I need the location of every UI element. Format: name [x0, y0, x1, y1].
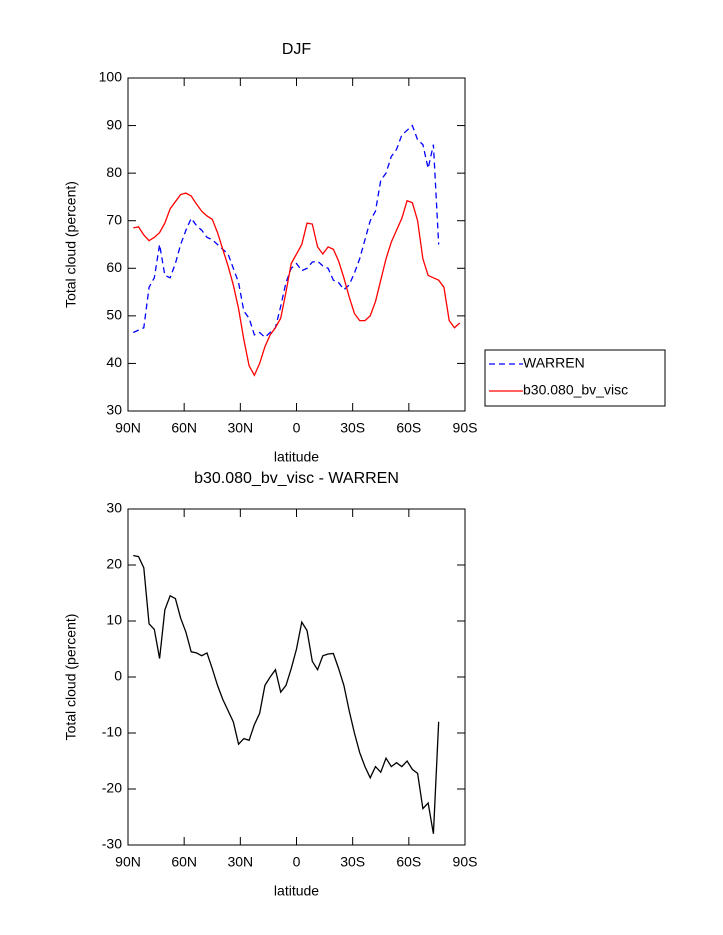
x-tick-label: 60N — [171, 420, 197, 436]
y-tick-label: -10 — [102, 724, 122, 740]
y-tick-label: 20 — [106, 556, 122, 572]
x-tick-label: 30N — [227, 420, 253, 436]
y-tick-label: 10 — [106, 612, 122, 628]
x-tick-label: 30S — [340, 420, 365, 436]
y-tick-label: 40 — [106, 354, 122, 370]
y-tick-label: 0 — [114, 668, 122, 684]
y-tick-label: 30 — [106, 500, 122, 516]
y-tick-label: 90 — [106, 116, 122, 132]
x-tick-label: 90N — [115, 854, 141, 870]
plot-frame — [127, 508, 466, 846]
x-tick-label: 60N — [171, 854, 197, 870]
legend-label: b30.080_bv_visc — [523, 382, 628, 398]
y-tick-label: 100 — [99, 69, 123, 85]
plot-frame — [127, 77, 466, 412]
x-axis-label: latitude — [274, 883, 319, 899]
y-tick-label: 50 — [106, 307, 122, 323]
x-axis-label: latitude — [274, 449, 319, 465]
legend-label: WARREN — [523, 355, 585, 371]
data-line — [133, 554, 440, 834]
x-tick-label: 60S — [396, 854, 421, 870]
y-axis-label: Total cloud (percent) — [63, 614, 79, 741]
y-tick-label: 80 — [106, 164, 122, 180]
y-tick-label: 70 — [106, 211, 122, 227]
x-tick-label: 90S — [453, 854, 478, 870]
x-tick-label: 90N — [115, 420, 141, 436]
chart-title: DJF — [282, 41, 312, 58]
data-line — [133, 124, 440, 339]
y-axis-label: Total cloud (percent) — [63, 181, 79, 308]
y-tick-label: 60 — [106, 259, 122, 275]
y-tick-label: -20 — [102, 780, 122, 796]
y-tick-label: -30 — [102, 836, 122, 852]
x-tick-label: 0 — [293, 854, 301, 870]
chart-title: b30.080_bv_visc - WARREN — [194, 470, 399, 487]
y-tick-label: 30 — [106, 402, 122, 418]
data-line — [133, 192, 461, 377]
x-tick-label: 0 — [293, 420, 301, 436]
x-tick-label: 30S — [340, 854, 365, 870]
x-tick-label: 90S — [453, 420, 478, 436]
x-tick-label: 30N — [227, 854, 253, 870]
legend-box — [484, 349, 666, 407]
x-tick-label: 60S — [396, 420, 421, 436]
